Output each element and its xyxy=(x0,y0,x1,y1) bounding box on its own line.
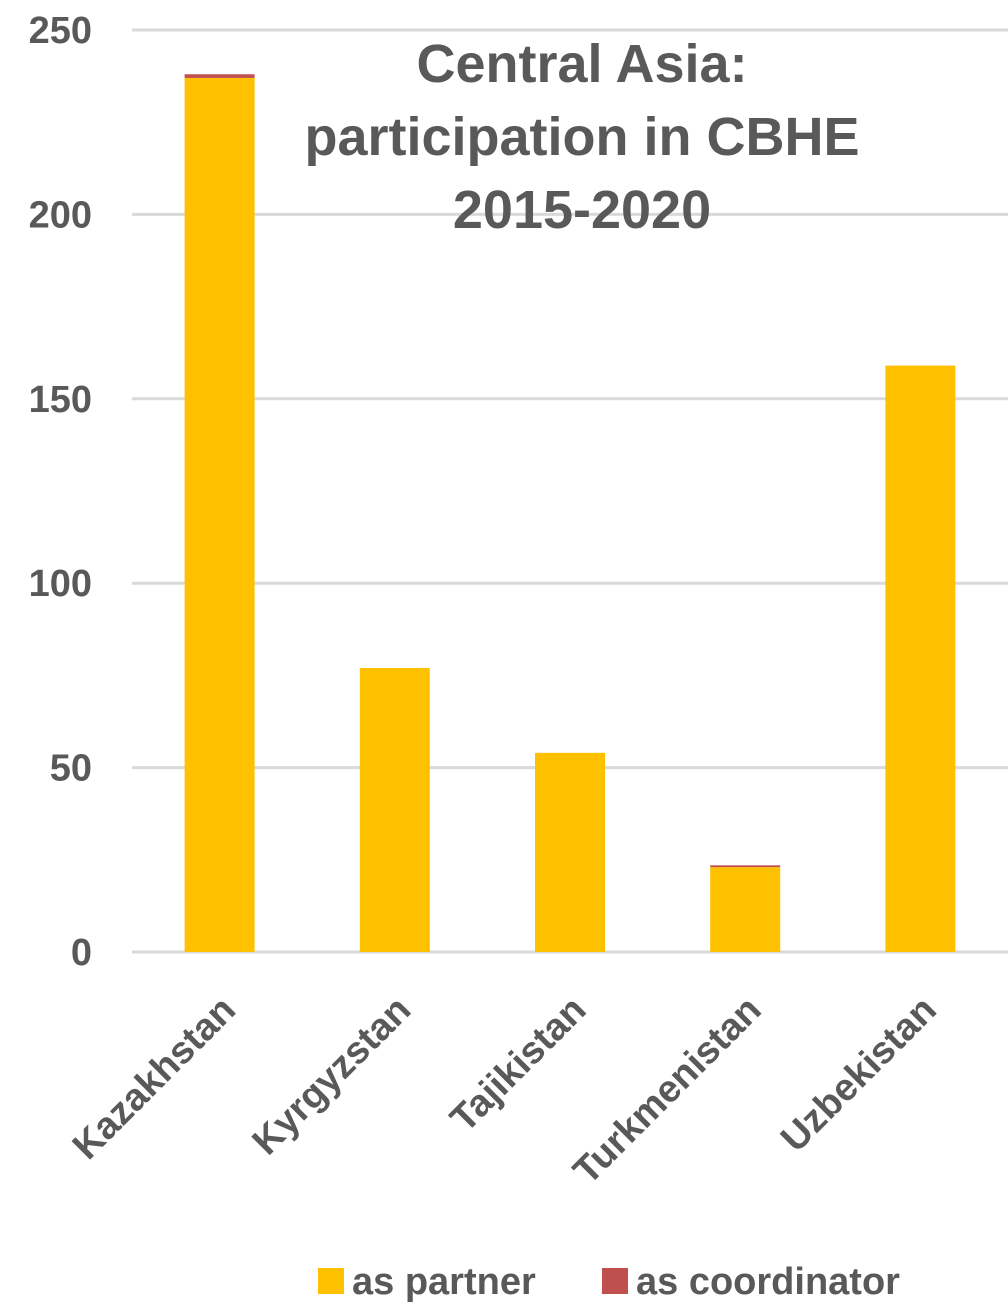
x-category-label-turkmenistan: Turkmenistan xyxy=(566,989,770,1193)
gridlines xyxy=(132,28,1008,954)
bar-tajikistan-as-partner xyxy=(535,752,605,952)
chart-title-line-3: 2015-2020 xyxy=(453,180,711,240)
bars xyxy=(184,74,956,953)
x-category-label-tajikistan: Tajikistan xyxy=(443,989,595,1141)
y-tick-label-200: 200 xyxy=(29,194,92,236)
y-tick-label-0: 0 xyxy=(71,932,92,974)
legend-swatch-as-coordinator xyxy=(602,1268,628,1294)
legend-swatch-as-partner xyxy=(318,1268,344,1294)
bar-kazakhstan-as-coordinator xyxy=(184,74,255,78)
legend: as partner as coordinator xyxy=(318,1261,900,1303)
y-tick-label-150: 150 xyxy=(29,379,92,421)
bar-kazakhstan-as-partner xyxy=(184,77,255,953)
bar-uzbekistan-as-partner xyxy=(885,365,956,952)
bar-kyrgyzstan-as-partner xyxy=(359,668,430,952)
bar-turkmenistan-as-partner xyxy=(710,867,781,952)
x-category-label-kyrgyzstan: Kyrgyzstan xyxy=(245,989,420,1164)
x-category-label-kazakhstan: Kazakhstan xyxy=(65,989,244,1168)
y-tick-label-50: 50 xyxy=(50,748,92,790)
chart-title: Central Asia: participation in CBHE 2015… xyxy=(304,34,859,240)
x-axis-categories: Kazakhstan Kyrgyzstan TajikistanTurkmenist… xyxy=(65,989,945,1193)
bar-turkmenistan-as-coordinator xyxy=(710,865,781,868)
y-tick-label-100: 100 xyxy=(29,563,92,605)
legend-label-as-coordinator: as coordinator xyxy=(636,1261,900,1302)
chart-title-line-2: participation in CBHE xyxy=(304,107,859,167)
y-axis-ticks: 0 50 100 150 200 250 xyxy=(29,10,92,974)
legend-label-as-partner: as partner xyxy=(352,1261,536,1302)
x-category-label-uzbekistan: Uzbekistan xyxy=(773,989,945,1161)
y-tick-label-250: 250 xyxy=(29,10,92,52)
chart-title-line-1: Central Asia: xyxy=(416,34,747,94)
